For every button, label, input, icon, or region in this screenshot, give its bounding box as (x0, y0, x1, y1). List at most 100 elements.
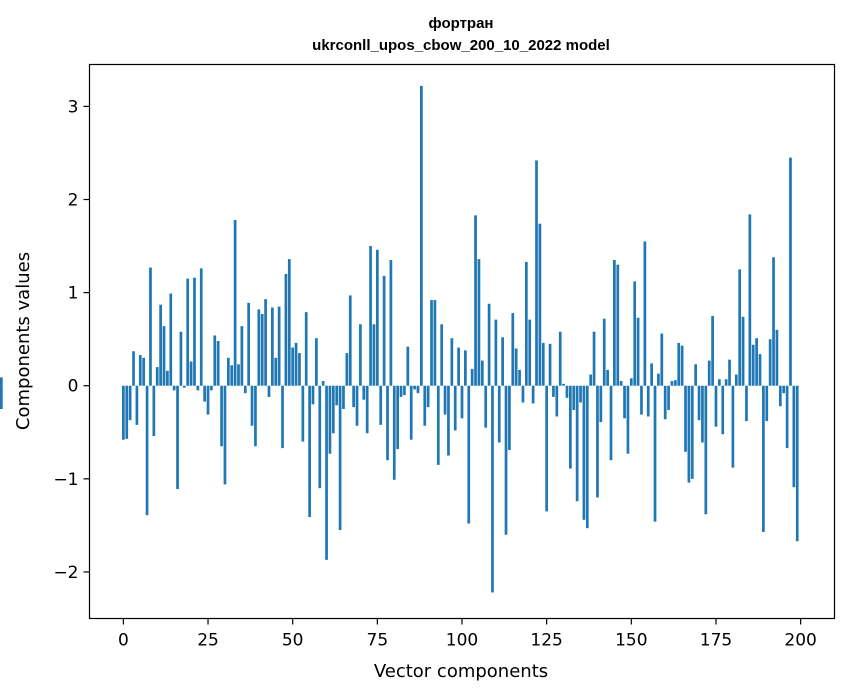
bar (287, 259, 291, 386)
bar (667, 385, 670, 410)
chart-subtitle: ukrconll_upos_cbow_200_10_2022 model (312, 37, 610, 54)
bar (792, 385, 796, 488)
bar (714, 385, 718, 427)
bar (528, 319, 532, 386)
bar (467, 385, 471, 524)
x-tick-label: 200 (784, 631, 816, 651)
bar (138, 355, 142, 386)
bar (186, 278, 190, 386)
bar (155, 367, 159, 386)
bar (233, 219, 237, 386)
bar (132, 351, 135, 386)
bar (718, 379, 721, 386)
bar (741, 316, 745, 386)
bar (328, 385, 332, 454)
bar (640, 385, 643, 415)
bar (152, 385, 156, 437)
bar (210, 385, 213, 391)
bar (511, 313, 515, 386)
bar (453, 385, 457, 431)
bar (122, 385, 125, 440)
bar (308, 385, 311, 518)
bar (359, 324, 362, 386)
bar (484, 385, 488, 428)
bar (768, 339, 772, 386)
bar (599, 385, 603, 423)
plot-frame (88, 63, 836, 620)
bar (626, 385, 630, 454)
bar (657, 373, 660, 386)
bar (375, 249, 379, 386)
bar (0, 377, 3, 386)
bar (430, 300, 433, 386)
bar (321, 381, 325, 386)
bar (758, 354, 762, 386)
y-axis-label: Components values (13, 252, 34, 430)
bar (494, 319, 498, 386)
bar (304, 312, 308, 386)
bar (558, 331, 562, 386)
bar (260, 314, 264, 386)
bar (643, 241, 647, 386)
bar (345, 353, 349, 386)
bar (223, 385, 227, 485)
bar (772, 257, 775, 386)
bar (613, 260, 616, 386)
bar (420, 85, 423, 386)
bar (592, 331, 596, 386)
bar (470, 368, 474, 386)
x-axis-ticks: 0 25 50 75 100 125 150 175 200 (118, 618, 817, 651)
bar (230, 365, 234, 386)
bar (535, 160, 538, 386)
x-tick-label: 75 (367, 631, 389, 651)
bar (226, 357, 230, 386)
bar (284, 274, 288, 386)
bar (477, 259, 481, 386)
x-tick-label: 100 (446, 631, 478, 651)
bar (135, 385, 139, 425)
bar (331, 385, 335, 434)
bar (728, 359, 731, 386)
bar (274, 357, 278, 386)
bar (721, 385, 725, 435)
bar (301, 385, 305, 442)
bar (480, 360, 484, 386)
bar (196, 385, 200, 391)
bar (745, 385, 748, 422)
bar (582, 385, 586, 520)
bar (182, 385, 186, 388)
bar (762, 385, 765, 532)
bar (352, 385, 355, 408)
bar (271, 307, 274, 386)
bar (704, 385, 708, 515)
bar (545, 385, 549, 512)
bar (524, 261, 528, 386)
bar (677, 342, 681, 386)
bar (311, 385, 315, 405)
bar (623, 385, 626, 419)
bar (684, 385, 687, 452)
bar (707, 360, 711, 386)
bar (433, 300, 437, 386)
bar (650, 363, 653, 386)
bar (636, 317, 640, 386)
bar (738, 269, 742, 386)
bar (365, 385, 369, 434)
y-tick-label: 3 (68, 97, 79, 117)
bar (128, 385, 132, 421)
bar (423, 385, 427, 426)
x-tick-label: 125 (530, 631, 562, 651)
bar (765, 385, 769, 422)
bar (440, 324, 444, 386)
bar (694, 364, 698, 386)
bar (504, 385, 508, 535)
bar (162, 326, 166, 386)
x-tick-label: 175 (700, 631, 732, 651)
bar (277, 306, 281, 386)
bar (169, 293, 173, 386)
bar (348, 295, 352, 386)
bar (751, 344, 755, 386)
bar (172, 385, 176, 391)
bar (369, 246, 372, 386)
